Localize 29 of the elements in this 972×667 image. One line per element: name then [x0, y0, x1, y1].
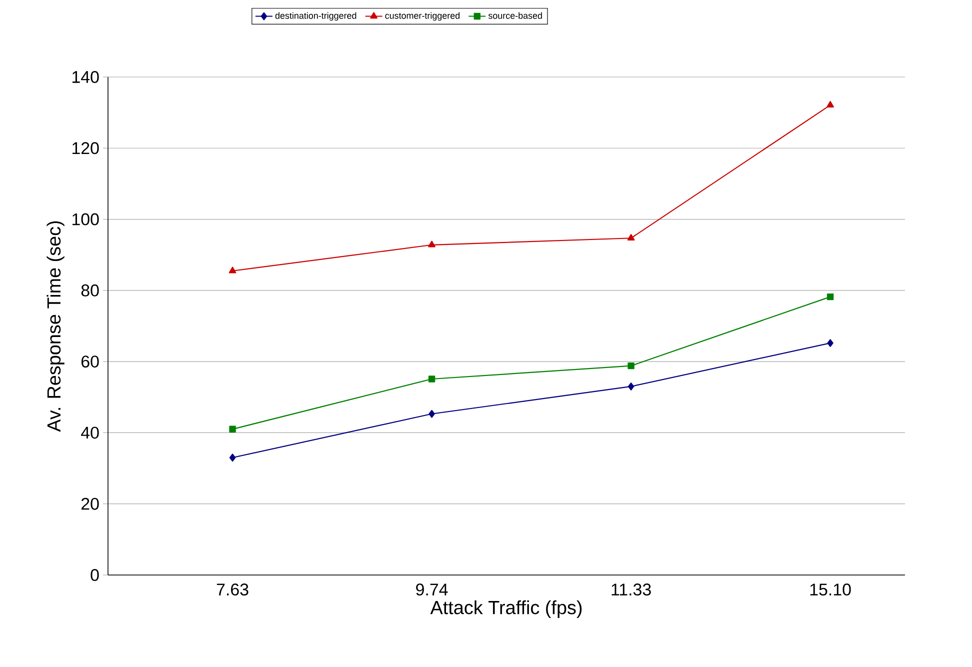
x-tick-label: 7.63	[216, 584, 248, 596]
legend-label: source-based	[488, 12, 542, 19]
x-tick-label: 9.74	[416, 584, 448, 596]
y-tick-label: 20	[82, 498, 99, 510]
x-tick-label: 15.10	[810, 584, 851, 596]
point	[428, 240, 436, 248]
y-tick-label: 0	[90, 569, 99, 581]
y-tick-label: 60	[82, 356, 99, 368]
point	[428, 376, 436, 382]
x-axis-title: Attack Traffic (fps)	[430, 600, 582, 618]
point	[628, 362, 634, 370]
legend-label: customer-triggered	[385, 12, 460, 21]
point	[229, 426, 236, 433]
x-tick-label: 11.33	[612, 584, 651, 596]
point	[628, 382, 634, 390]
y-tick-label: 40	[81, 426, 99, 439]
y-tick-label: 80	[81, 284, 99, 296]
y-tick-label: 100	[72, 213, 99, 226]
legend-label: destination-triggered	[275, 12, 356, 21]
y-tick-label: 120	[72, 142, 99, 154]
point	[826, 100, 834, 108]
y-tick-label: 140	[72, 70, 99, 83]
point	[827, 339, 834, 348]
point	[228, 266, 236, 274]
point	[229, 454, 236, 462]
point	[826, 293, 834, 300]
point	[428, 410, 435, 418]
y-axis-title: Av. Response Time (sec)	[46, 221, 64, 432]
point	[627, 234, 635, 240]
